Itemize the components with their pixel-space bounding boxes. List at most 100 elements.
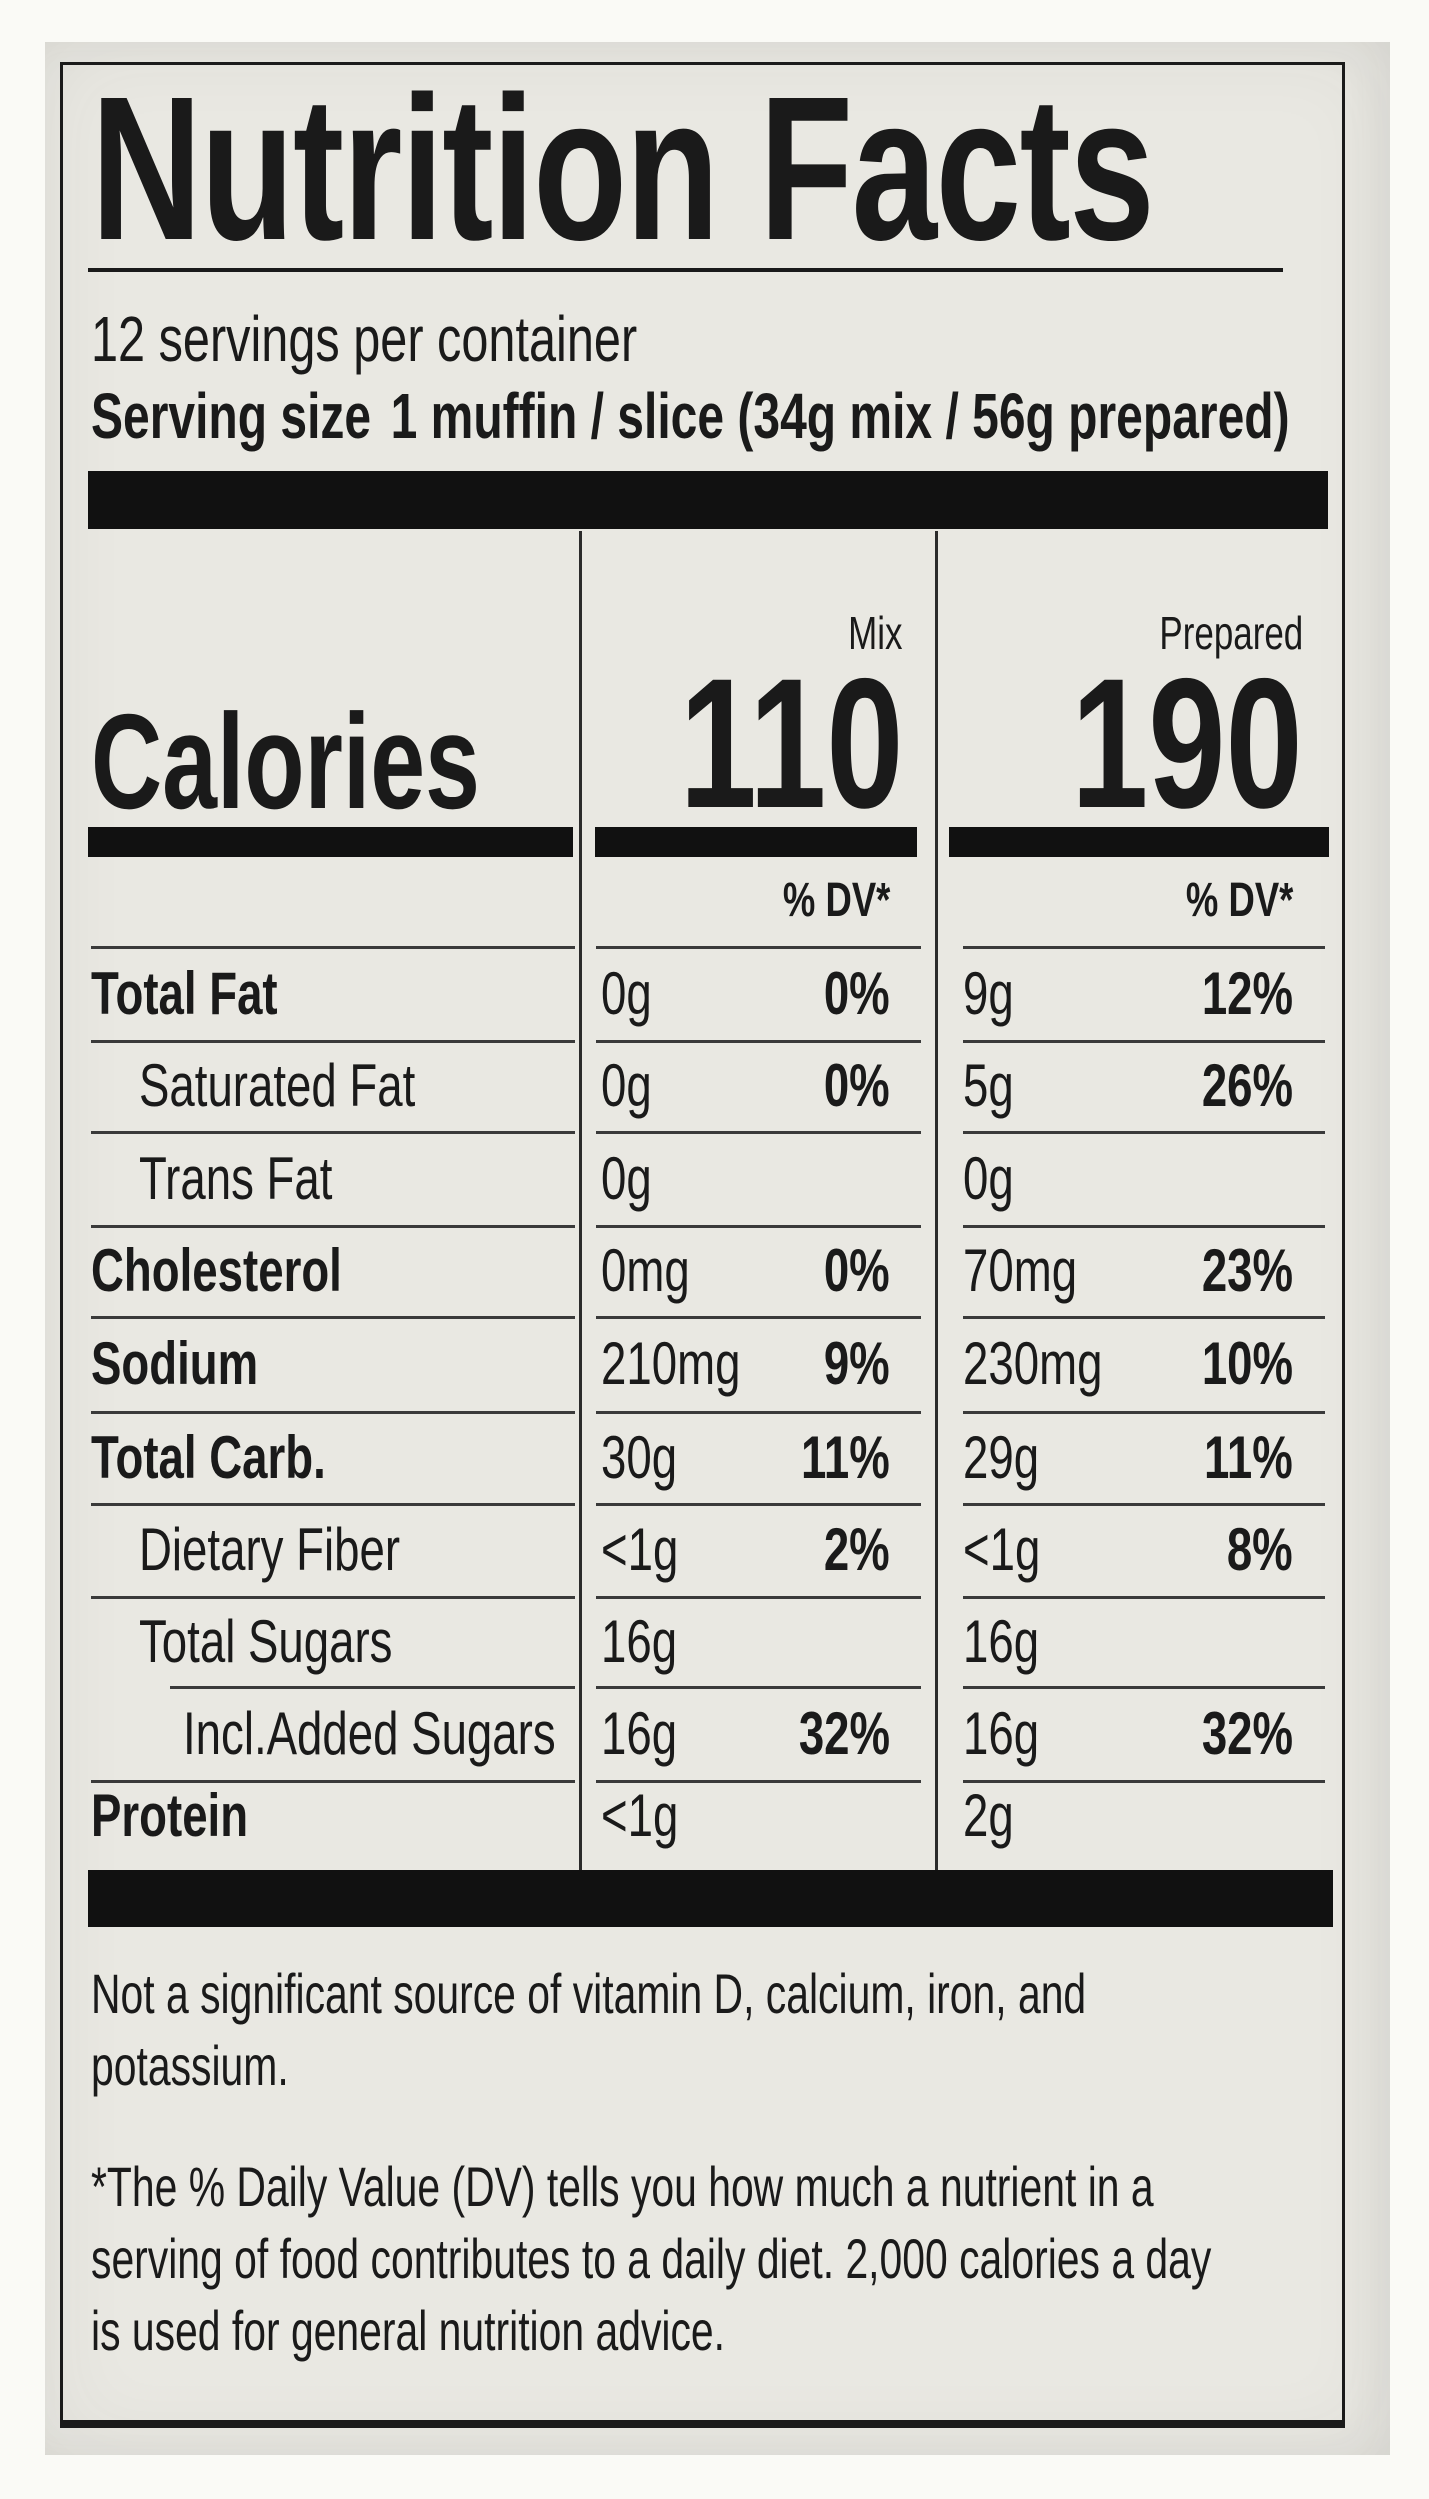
- hairline: [91, 1596, 575, 1599]
- prepared-amount: <1g: [963, 1516, 1041, 1583]
- mix-amount: 0g: [601, 1144, 652, 1212]
- hairline: [91, 1411, 575, 1414]
- prepared-amount: 29g: [963, 1423, 1040, 1491]
- column-divider-right: [935, 531, 938, 1870]
- prepared-amount: 70mg: [963, 1237, 1078, 1304]
- hairline: [963, 1780, 1325, 1783]
- mix-dv: 2%: [824, 1516, 890, 1583]
- servings-per-container: 12 servings per container: [91, 303, 638, 375]
- table-row-added-sugars: Incl.Added Sugars 16g 32% 16g 32%: [63, 1686, 1342, 1780]
- hairline: [596, 1596, 921, 1599]
- calories-underbar-left: [88, 827, 573, 857]
- mix-amount: 0g: [601, 1052, 652, 1119]
- column-divider-left: [579, 531, 582, 1870]
- prepared-amount: 16g: [963, 1607, 1040, 1675]
- prepared-amount: 16g: [963, 1699, 1040, 1767]
- prepared-dv: 12%: [1201, 959, 1293, 1027]
- calories-underbar-mix: [595, 827, 917, 857]
- table-row-total-fat: Total Fat 0g 0% 9g 12%: [63, 946, 1342, 1040]
- prepared-dv: [1083, 1131, 1293, 1225]
- hairline: [596, 1225, 921, 1228]
- hairline: [596, 946, 921, 949]
- calories-prepared-value: 190: [1071, 640, 1303, 847]
- table-row-total-carb: Total Carb. 30g 11% 29g 11%: [63, 1411, 1342, 1503]
- prepared-amount: 2g: [963, 1781, 1014, 1849]
- hairline: [91, 946, 575, 949]
- hairline: [963, 946, 1325, 949]
- daily-value-footnote: *The % Daily Value (DV) tells you how mu…: [91, 2155, 1212, 2362]
- mix-amount: <1g: [601, 1516, 679, 1583]
- hairline: [91, 1131, 575, 1134]
- mix-amount: 16g: [601, 1699, 678, 1767]
- table-row-saturated-fat: Saturated Fat 0g 0% 5g 26%: [63, 1040, 1342, 1131]
- column-header-mix: Mix: [848, 607, 903, 659]
- hairline: [963, 1040, 1325, 1043]
- mix-amount: 210mg: [601, 1330, 741, 1397]
- nutrient-label: Total Fat: [91, 959, 278, 1027]
- hairline: [596, 1411, 921, 1414]
- hairline: [91, 1503, 575, 1506]
- mix-dv: [680, 1596, 890, 1686]
- prepared-dv: 8%: [1227, 1516, 1293, 1583]
- mix-dv: 0%: [824, 959, 890, 1027]
- prepared-dv: [1083, 1780, 1293, 1850]
- table-row-sodium: Sodium 210mg 9% 230mg 10%: [63, 1316, 1342, 1411]
- hairline: [91, 1225, 575, 1228]
- mix-dv: 9%: [824, 1330, 890, 1397]
- table-row-protein: Protein <1g 2g: [63, 1780, 1342, 1850]
- hairline: [596, 1316, 921, 1319]
- hairline: [91, 1780, 575, 1783]
- hairline: [91, 1316, 575, 1319]
- hairline: [596, 1131, 921, 1134]
- prepared-dv: 10%: [1201, 1330, 1293, 1397]
- mix-dv: 0%: [824, 1237, 890, 1304]
- mix-amount: 0mg: [601, 1237, 690, 1304]
- calories-underbar-prepared: [949, 827, 1329, 857]
- hairline: [963, 1686, 1325, 1689]
- hairline: [963, 1596, 1325, 1599]
- serving-size-label: Serving size: [91, 380, 372, 452]
- label-paper: Nutrition Facts 12 servings per containe…: [45, 42, 1390, 2455]
- table-row-cholesterol: Cholesterol 0mg 0% 70mg 23%: [63, 1225, 1342, 1316]
- hairline: [963, 1316, 1325, 1319]
- mix-amount: 30g: [601, 1423, 678, 1491]
- hairline: [963, 1225, 1325, 1228]
- prepared-dv: 23%: [1201, 1237, 1293, 1304]
- title-text: Nutrition Facts: [91, 54, 1155, 283]
- mix-dv: 32%: [798, 1699, 890, 1767]
- nutrient-label: Saturated Fat: [139, 1052, 416, 1119]
- dv-header-prepared: % DV*: [1185, 873, 1293, 927]
- mix-dv: 11%: [801, 1423, 890, 1491]
- nutrient-label: Sodium: [91, 1330, 259, 1397]
- prepared-amount: 9g: [963, 959, 1014, 1027]
- nutrient-label: Dietary Fiber: [139, 1516, 401, 1583]
- not-significant-footnote: Not a significant source of vitamin D, c…: [91, 1962, 1087, 2097]
- serving-size-line: Serving size 1 muffin / slice (34g mix / …: [91, 384, 1429, 448]
- nutrient-label: Trans Fat: [139, 1144, 333, 1212]
- prepared-dv: [1083, 1596, 1293, 1686]
- calories-label: Calories: [91, 686, 480, 837]
- nutrition-facts-label: Nutrition Facts 12 servings per containe…: [60, 62, 1345, 2428]
- column-header-prepared: Prepared: [1159, 607, 1303, 659]
- nutrient-label: Incl.Added Sugars: [183, 1699, 556, 1767]
- mix-dv: [680, 1131, 890, 1225]
- hairline: [963, 1411, 1325, 1414]
- thick-divider-bar-bottom: [88, 1870, 1333, 1927]
- thick-divider-bar-top: [88, 471, 1328, 529]
- prepared-dv: 32%: [1201, 1699, 1293, 1767]
- hairline: [596, 1040, 921, 1043]
- hairline: [170, 1686, 575, 1689]
- prepared-dv: 26%: [1201, 1052, 1293, 1119]
- hairline: [963, 1503, 1325, 1506]
- mix-amount: 0g: [601, 959, 652, 1027]
- mix-amount: 16g: [601, 1607, 678, 1675]
- prepared-dv: 11%: [1204, 1423, 1293, 1491]
- nutrient-label: Total Sugars: [139, 1607, 393, 1675]
- prepared-amount: 230mg: [963, 1330, 1103, 1397]
- mix-dv: 0%: [824, 1052, 890, 1119]
- hairline: [596, 1686, 921, 1689]
- table-row-total-sugars: Total Sugars 16g 16g: [63, 1596, 1342, 1686]
- hairline: [596, 1503, 921, 1506]
- table-row-trans-fat: Trans Fat 0g 0g: [63, 1131, 1342, 1225]
